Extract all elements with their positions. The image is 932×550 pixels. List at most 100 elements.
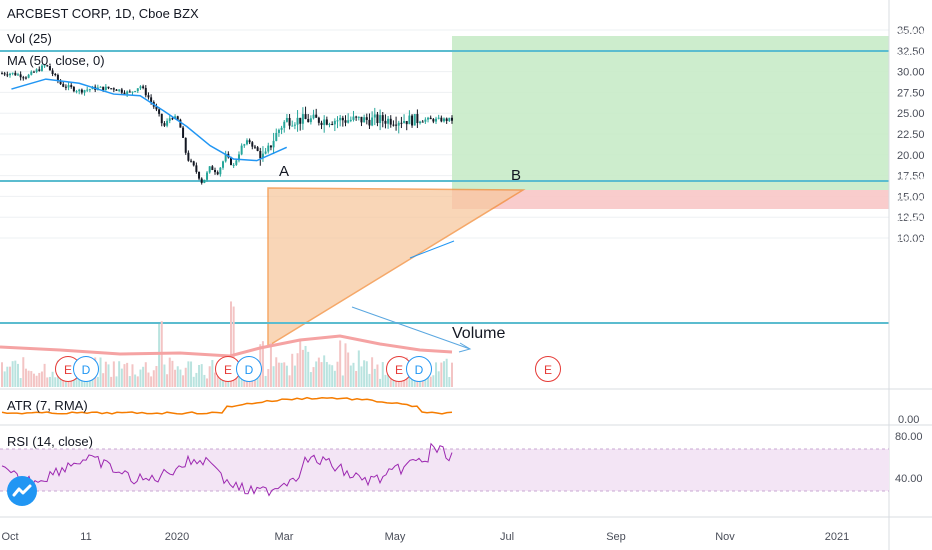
candle-body [299, 117, 302, 124]
forecast-arrow[interactable] [351, 306, 471, 350]
volume-bar [363, 360, 366, 387]
price-axis[interactable]: 35.00 32.50 30.00 27.50 25.00 22.50 20.00 17.50… [897, 25, 925, 245]
volume-ma-line [0, 334, 453, 358]
volume-bar [123, 364, 126, 387]
volume-bar [381, 362, 384, 387]
candle-body [293, 124, 296, 126]
candle-body [331, 124, 334, 126]
candle-body [251, 142, 254, 147]
volume-bar [40, 371, 43, 387]
candle-body [16, 74, 19, 76]
volume-bar [395, 378, 398, 387]
candle-body [451, 117, 453, 121]
candle-body [118, 89, 121, 91]
candle-body [248, 140, 251, 143]
ma-legend[interactable]: MA (50, close, 0) [7, 53, 105, 68]
volume-bar [11, 361, 14, 387]
candle-body [155, 106, 158, 110]
candle-body [323, 119, 326, 126]
candle-body [381, 115, 384, 121]
volume-bar [360, 366, 363, 387]
candle-body [443, 118, 446, 122]
candle-body [179, 119, 182, 128]
candle-body [200, 178, 203, 183]
volume-bar [384, 374, 387, 387]
candle-body [107, 86, 110, 89]
volume-bar [8, 366, 11, 387]
symbol-title[interactable]: ARCBEST CORP, 1D, Cboe BZX [7, 6, 199, 21]
candle-body [304, 114, 307, 120]
volume-bar [283, 362, 286, 387]
candle-body [62, 84, 65, 87]
volume-bar [203, 374, 206, 387]
candle-body [211, 166, 214, 170]
dividend-marker[interactable]: D [406, 356, 432, 382]
candle-body [38, 69, 41, 71]
earnings-marker[interactable]: E [535, 356, 561, 382]
candle-body [104, 86, 107, 91]
volume-bar [16, 363, 19, 387]
volume-bar [96, 376, 99, 387]
candle-body [307, 119, 310, 123]
tradingview-logo-icon[interactable] [7, 476, 37, 506]
candle-body [315, 114, 318, 118]
candle-body [216, 172, 219, 175]
candlesticks [1, 63, 453, 185]
volume-bar [182, 375, 185, 387]
volume-bar [229, 301, 232, 387]
candle-body [285, 117, 288, 122]
volume-bar [200, 364, 203, 387]
price-tag-level-mid: 24.15 [896, 194, 925, 206]
volume-bar [195, 372, 198, 387]
volume-bar [190, 361, 193, 387]
price-tag-target: 34.52 [896, 28, 925, 40]
volume-bar [120, 368, 123, 387]
volume-bar [320, 362, 323, 387]
price-tag-entry: 23.45 [896, 214, 925, 226]
candle-body [403, 121, 406, 123]
price-axis-tick: 27.50 [897, 87, 925, 99]
candle-body [269, 145, 272, 148]
dividend-marker[interactable]: D [236, 356, 262, 382]
candle-body [171, 118, 174, 120]
volume-bar [392, 375, 395, 387]
candle-body [283, 121, 286, 128]
candle-body [360, 116, 363, 123]
atr-line [1, 396, 453, 415]
volume-bar [387, 373, 390, 387]
candle-body [78, 89, 81, 92]
candle-body [150, 97, 153, 102]
candle-body [8, 73, 11, 76]
candle-body [80, 89, 83, 93]
triangle-pattern[interactable] [267, 187, 526, 348]
volume-bar [168, 357, 171, 387]
dividend-marker[interactable]: D [73, 356, 99, 382]
candle-body [357, 116, 360, 118]
candle-body [214, 169, 217, 173]
candle-body [54, 74, 57, 76]
volume-bar [427, 373, 430, 387]
volume-bar [22, 357, 25, 387]
candle-body [408, 115, 411, 125]
breakout-arrow[interactable] [409, 240, 455, 259]
candle-body [373, 114, 376, 118]
candle-body [203, 179, 206, 183]
volume-legend[interactable]: Vol (25) [7, 31, 52, 46]
price-tag-level-low: 13.96 [896, 317, 925, 329]
volume-bar [437, 371, 440, 387]
candle-body [333, 120, 336, 125]
volume-bar [347, 352, 350, 387]
candle-body [261, 153, 264, 159]
candle-body [240, 145, 243, 155]
volume-bar [99, 357, 102, 387]
atr-legend[interactable]: ATR (7, RMA) [7, 398, 88, 413]
volume-bar [198, 364, 201, 387]
price-axis-tick: 10.00 [897, 233, 925, 245]
rsi-legend[interactable]: RSI (14, close) [7, 434, 93, 449]
candle-body [397, 122, 400, 126]
volume-bar [445, 358, 448, 387]
time-axis-tick: Nov [715, 531, 735, 543]
volume-bar [158, 323, 161, 387]
time-axis[interactable]: Oct 11 2020 Mar May Jul Sep Nov 2021 [1, 531, 849, 543]
